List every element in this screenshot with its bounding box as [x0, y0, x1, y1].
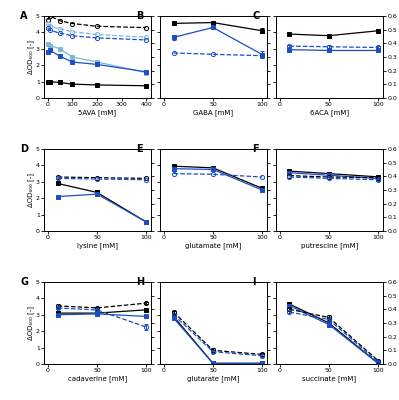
Text: G: G — [20, 277, 28, 287]
X-axis label: glutamate [mM]: glutamate [mM] — [185, 242, 242, 249]
X-axis label: 5AVA [mM]: 5AVA [mM] — [79, 109, 117, 116]
X-axis label: succinate [mM]: succinate [mM] — [302, 375, 356, 382]
Text: D: D — [20, 144, 28, 154]
X-axis label: lysine [mM]: lysine [mM] — [77, 242, 118, 249]
X-axis label: glutarate [mM]: glutarate [mM] — [187, 375, 240, 382]
Text: E: E — [136, 144, 143, 154]
Text: H: H — [136, 277, 144, 287]
Text: C: C — [252, 11, 259, 21]
Y-axis label: ΔOD₆₀₀ [-]: ΔOD₆₀₀ [-] — [28, 306, 34, 340]
X-axis label: putrescine [mM]: putrescine [mM] — [301, 242, 358, 249]
X-axis label: GABA [mM]: GABA [mM] — [194, 109, 233, 116]
X-axis label: 6ACA [mM]: 6ACA [mM] — [310, 109, 349, 116]
Text: F: F — [252, 144, 259, 154]
Text: I: I — [252, 277, 256, 287]
Text: A: A — [20, 11, 28, 21]
Y-axis label: ΔOD₆₀₀ [-]: ΔOD₆₀₀ [-] — [28, 40, 34, 74]
Text: B: B — [136, 11, 144, 21]
Y-axis label: ΔOD₆₀₀ [-]: ΔOD₆₀₀ [-] — [28, 173, 34, 207]
X-axis label: cadaverine [mM]: cadaverine [mM] — [68, 375, 127, 382]
